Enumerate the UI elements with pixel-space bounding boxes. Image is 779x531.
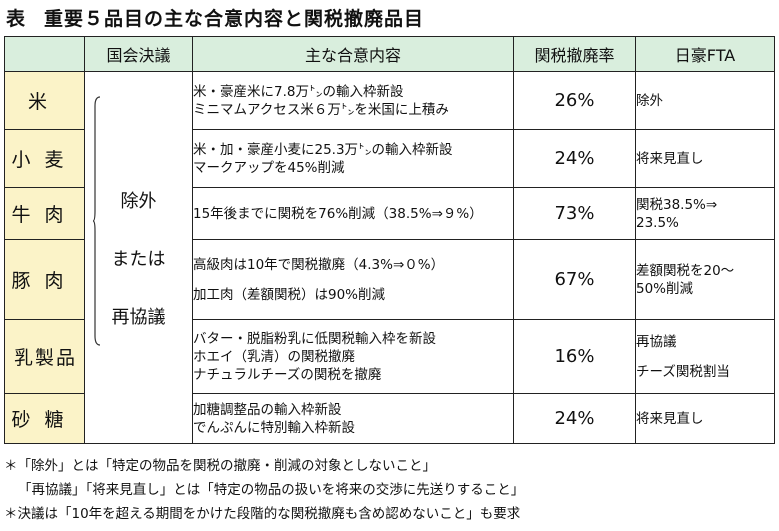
fta-line: 除外 — [636, 92, 663, 109]
table-row: 小麦 米・加・豪産小麦に25.3万㌧の輸入枠新設 マークアップを45%削減 24% 将来… — [4, 129, 775, 188]
spacer — [193, 274, 513, 286]
content-cell: 高級肉は10年で関税撤廃（4.3%⇒０%） 加工肉（差額関税）は90%削減 — [192, 239, 514, 320]
fta-line: 関税38.5%⇒ — [636, 196, 718, 213]
fta-line: 再協議 — [636, 333, 677, 350]
content-line: ミニマムアクセス米６万㌧を米国に上積み — [193, 101, 449, 118]
fta-line: 将来見直し — [636, 150, 704, 167]
footnote-1: ＊「除外」とは「特定の物品を関税の撤廃・削減の対象としないこと」 — [4, 458, 436, 474]
fta-cell: 再協議チーズ関税割当 — [635, 319, 775, 394]
content-cell: 15年後までに関税を76%削減（38.5%⇒９%） — [192, 187, 514, 240]
fta-line: 50%削減 — [636, 280, 694, 297]
fta-line: 23.5% — [636, 214, 679, 231]
fta-line: 将来見直し — [636, 410, 704, 427]
footnote-3: ＊決議は「10年を超える期間をかけた段階的な関税撤廃も含め認めないこと」も要求 — [4, 506, 521, 522]
table-row: 米除外 または 再協議 米・豪産米に7.8万㌧の輸入枠新設 ミニマムアクセス米６万㌧を米… — [4, 71, 775, 444]
fta-cell: 除外 — [635, 71, 775, 130]
content-line: 15年後までに関税を76%削減（38.5%⇒９%） — [193, 205, 483, 222]
content-line: 米・加・豪産小麦に25.3万㌧の輸入枠新設 — [193, 141, 453, 158]
title-label: 表 — [6, 8, 27, 30]
content-line: ホエイ（乳清）の関税撤廃 — [193, 348, 355, 365]
header-diet-resolution: 国会決議 — [84, 36, 193, 72]
tariff-rate: 26% — [513, 71, 636, 130]
footnotes: ＊「除外」とは「特定の物品を関税の撤廃・削減の対象としないこと」 「再協議」「将… — [4, 454, 774, 526]
header-item — [4, 36, 85, 72]
header-tariff-rate: 関税撤廃率 — [513, 36, 636, 72]
diet-resolution-text: 再協議 — [111, 306, 166, 328]
spacer — [636, 351, 774, 363]
fta-line: チーズ関税割当 — [636, 363, 730, 380]
table-row: 豚肉 高級肉は10年で関税撤廃（4.3%⇒０%） 加工肉（差額関税）は90%削減 67… — [4, 239, 775, 320]
content-line: でんぷんに特別輸入枠新設 — [193, 419, 355, 436]
header-japan-australia-fta: 日豪FTA — [635, 36, 775, 72]
item-name: 小麦 — [4, 129, 85, 188]
content-line: ナチュラルチーズの関税を撤廃 — [193, 366, 382, 383]
diet-resolution-text: または — [111, 248, 166, 270]
content-line: 米・豪産米に7.8万㌧の輸入枠新設 — [193, 83, 404, 100]
brace-icon — [93, 96, 101, 346]
fta-cell: 将来見直し — [635, 129, 775, 188]
item-name: 豚肉 — [4, 239, 85, 320]
item-name: 米 — [4, 71, 85, 130]
header-row: 国会決議 主な合意内容 関税撤廃率 日豪FTA — [4, 36, 775, 72]
diet-resolution-cell: 除外 または 再協議 — [84, 71, 193, 444]
item-name: 砂糖 — [4, 393, 85, 444]
document-title: 表重要５品目の主な合意内容と関税撤廃品目 — [6, 4, 424, 34]
content-line: 加糖調整品の輸入枠新設 — [193, 401, 342, 418]
title-text: 重要５品目の主な合意内容と関税撤廃品目 — [44, 8, 425, 30]
item-name: 乳製品 — [4, 319, 85, 394]
table-row: 乳製品 バター・脱脂粉乳に低関税輸入枠を新設 ホエイ（乳清）の関税撤廃 ナチュラルチー… — [4, 319, 775, 394]
content-cell: 米・加・豪産小麦に25.3万㌧の輸入枠新設 マークアップを45%削減 — [192, 129, 514, 188]
tariff-rate: 24% — [513, 393, 636, 444]
footnote-2: 「再協議」「将来見直し」とは「特定の物品の扱いを将来の交渉に先送りすること」 — [18, 482, 525, 498]
fta-cell: 関税38.5%⇒ 23.5% — [635, 187, 775, 240]
fta-line: 差額関税を20～ — [636, 262, 735, 279]
diet-resolution-stack: 除外 または 再協議 — [85, 187, 192, 329]
tariff-rate: 24% — [513, 129, 636, 188]
header-content: 主な合意内容 — [192, 36, 514, 72]
agreement-table: 国会決議 主な合意内容 関税撤廃率 日豪FTA 米除外 または 再協議 米・豪産米に7… — [4, 36, 775, 444]
item-name: 牛肉 — [4, 187, 85, 240]
tariff-rate: 67% — [513, 239, 636, 320]
fta-cell: 将来見直し — [635, 393, 775, 444]
content-cell: 加糖調整品の輸入枠新設 でんぷんに特別輸入枠新設 — [192, 393, 514, 444]
tariff-rate: 73% — [513, 187, 636, 240]
content-cell: 米・豪産米に7.8万㌧の輸入枠新設 ミニマムアクセス米６万㌧を米国に上積み — [192, 71, 514, 130]
content-line: バター・脱脂粉乳に低関税輸入枠を新設 — [193, 330, 436, 347]
content-line: 加工肉（差額関税）は90%削減 — [193, 286, 386, 303]
content-cell: バター・脱脂粉乳に低関税輸入枠を新設 ホエイ（乳清）の関税撤廃 ナチュラルチーズの関… — [192, 319, 514, 394]
diet-resolution-text: 除外 — [120, 190, 157, 212]
content-line: 高級肉は10年で関税撤廃（4.3%⇒０%） — [193, 256, 445, 273]
table-row: 牛肉 15年後までに関税を76%削減（38.5%⇒９%） 73% 関税38.5%⇒ 23… — [4, 187, 775, 240]
content-line: マークアップを45%削減 — [193, 159, 345, 176]
tariff-rate: 16% — [513, 319, 636, 394]
fta-cell: 差額関税を20～ 50%削減 — [635, 239, 775, 320]
